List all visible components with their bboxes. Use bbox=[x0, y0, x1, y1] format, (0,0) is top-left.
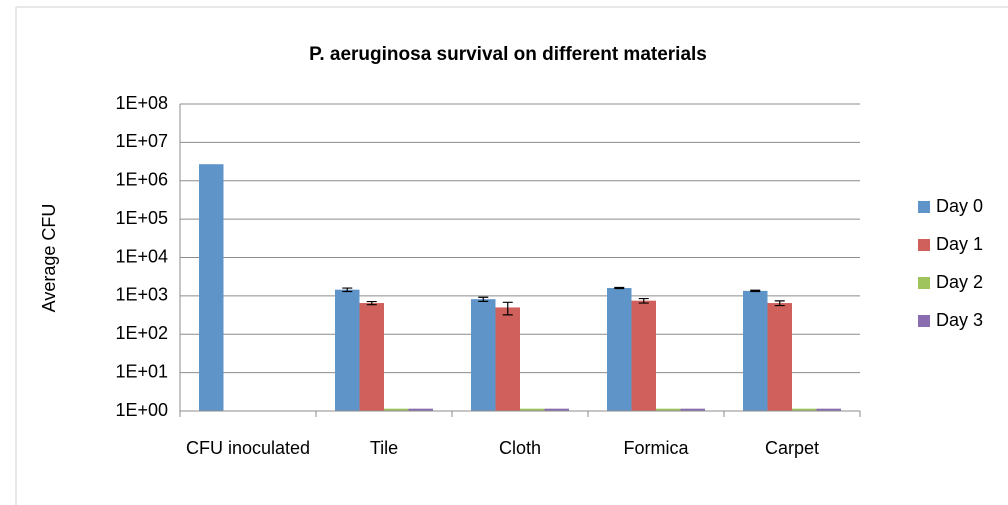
bar bbox=[544, 408, 569, 411]
bar bbox=[792, 408, 817, 411]
error-bar bbox=[342, 287, 353, 293]
bar bbox=[816, 408, 841, 411]
bar bbox=[607, 288, 632, 411]
legend-swatch bbox=[918, 201, 930, 213]
y-tick-label: 1E+05 bbox=[115, 208, 168, 228]
y-tick-label: 1E+01 bbox=[115, 361, 168, 381]
y-axis-label: Average CFU bbox=[39, 204, 59, 313]
y-tick-label: 1E+07 bbox=[115, 131, 168, 151]
bar bbox=[408, 408, 433, 411]
y-tick-label: 1E+03 bbox=[115, 285, 168, 305]
error-bar bbox=[774, 300, 785, 307]
error-bar bbox=[638, 297, 649, 304]
bar bbox=[520, 408, 545, 411]
legend-label: Day 3 bbox=[936, 310, 983, 330]
error-bar bbox=[614, 286, 625, 290]
error-bar bbox=[750, 289, 761, 293]
y-tick-label: 1E+00 bbox=[115, 400, 168, 420]
bar bbox=[767, 303, 792, 411]
y-tick-label: 1E+06 bbox=[115, 170, 168, 190]
chart-title: P. aeruginosa survival on different mate… bbox=[309, 44, 707, 65]
bar bbox=[495, 307, 520, 411]
bar bbox=[335, 289, 360, 411]
x-tick-label: Cloth bbox=[498, 438, 542, 458]
y-tick-label: 1E+08 bbox=[115, 93, 168, 113]
bar bbox=[743, 290, 768, 411]
bar bbox=[631, 300, 656, 411]
bar bbox=[680, 408, 705, 411]
error-bar bbox=[366, 300, 377, 306]
legend-swatch bbox=[918, 277, 930, 289]
error-bar bbox=[478, 296, 489, 302]
legend-label: Day 1 bbox=[936, 234, 983, 254]
error-bar bbox=[502, 301, 513, 316]
legend-label: Day 0 bbox=[936, 196, 983, 216]
bar bbox=[199, 164, 224, 411]
bar bbox=[471, 299, 496, 411]
y-tick-label: 1E+02 bbox=[115, 323, 168, 343]
legend-swatch bbox=[918, 239, 930, 251]
x-tick-label: Formica bbox=[623, 438, 689, 458]
chart-frame bbox=[15, 6, 1008, 505]
bar bbox=[384, 408, 409, 411]
y-tick-label: 1E+04 bbox=[115, 246, 168, 266]
x-tick-label: CFU inoculated bbox=[185, 438, 311, 458]
bar bbox=[359, 303, 384, 411]
bar bbox=[656, 408, 681, 411]
x-tick-label: Tile bbox=[369, 438, 399, 458]
legend-label: Day 2 bbox=[936, 272, 983, 292]
x-tick-label: Carpet bbox=[764, 438, 820, 458]
legend-swatch bbox=[918, 315, 930, 327]
